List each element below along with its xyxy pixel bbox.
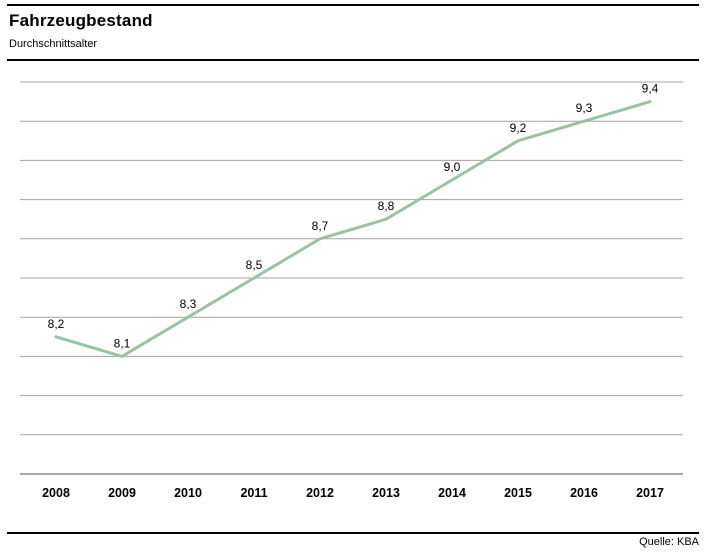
point-label: 9,2 [510,121,527,135]
chart-title: Fahrzeugbestand [9,11,153,30]
point-label: 8,2 [48,317,65,331]
top-rule [7,4,699,6]
data-line [54,100,652,358]
point-label: 8,8 [378,199,395,213]
x-tick-label: 2012 [306,486,334,500]
point-label: 8,3 [180,297,197,311]
point-label: 8,1 [114,336,131,350]
x-tick-label: 2016 [570,486,598,500]
point-label: 9,4 [642,82,659,96]
x-tick-label: 2008 [42,486,70,500]
x-tick-label: 2015 [504,486,532,500]
x-tick-label: 2009 [108,486,136,500]
x-tick-label: 2010 [174,486,202,500]
point-label: 8,7 [312,219,329,233]
x-tick-label: 2017 [636,486,664,500]
source-note: Quelle: KBA [639,536,699,548]
point-label: 8,5 [246,258,263,272]
footer-rule [7,532,699,534]
x-tick-label: 2013 [372,486,400,500]
header-rule [7,59,699,61]
point-label: 9,0 [444,160,461,174]
chart-subtitle: Durchschnittsalter [9,38,98,50]
x-tick-label: 2014 [438,486,466,500]
point-label: 9,3 [576,101,593,115]
x-tick-label: 2011 [240,486,267,500]
